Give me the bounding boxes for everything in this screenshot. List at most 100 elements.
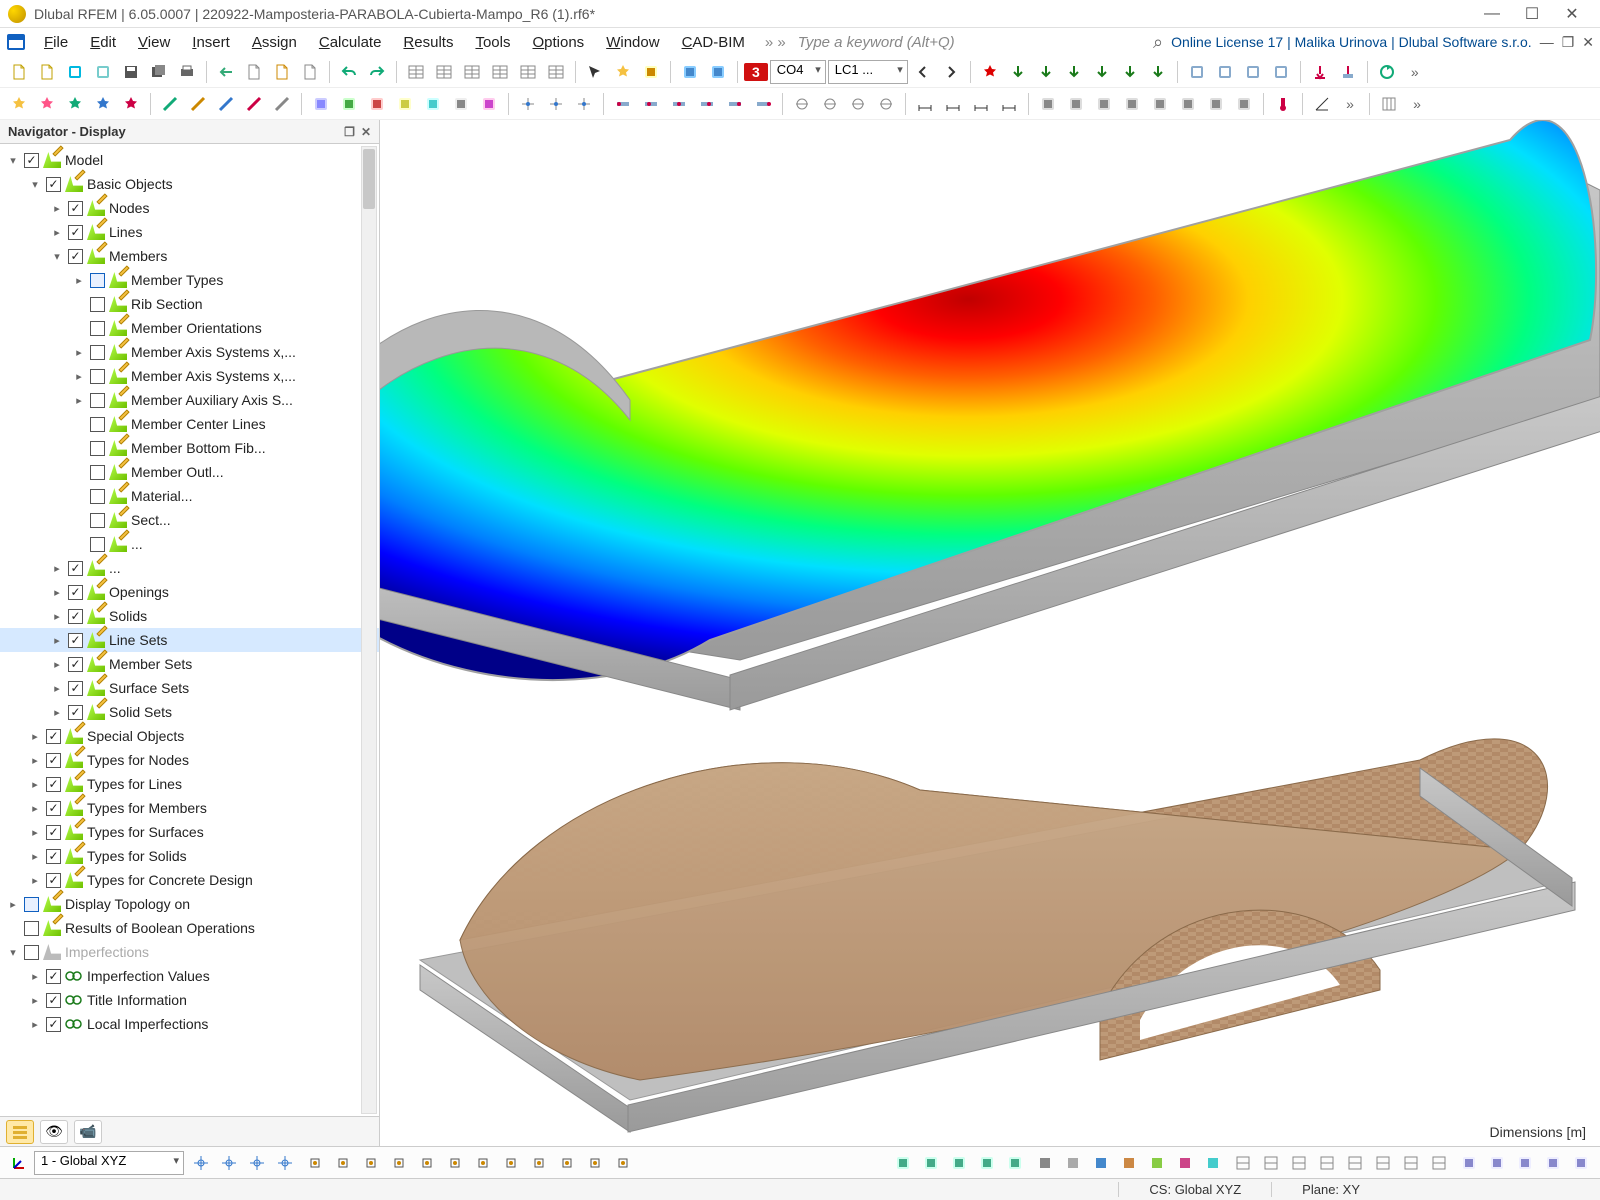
table-btn-0[interactable] [403, 59, 429, 85]
snap-1[interactable] [216, 1150, 242, 1176]
view-4[interactable] [1002, 1150, 1028, 1176]
load-ic-4[interactable] [1117, 59, 1143, 85]
tree-node-nodes[interactable]: ▸Nodes [0, 196, 379, 220]
misc-tool-0[interactable] [1035, 91, 1061, 117]
tree-twisty[interactable]: ▸ [50, 226, 64, 239]
node-tool-4[interactable] [118, 91, 144, 117]
snap-tool-3[interactable] [873, 91, 899, 117]
osnap-11[interactable] [610, 1150, 636, 1176]
tree-checkbox[interactable] [46, 1017, 61, 1032]
osnap-5[interactable] [442, 1150, 468, 1176]
tree-twisty[interactable]: ▾ [28, 178, 42, 191]
grid-tool[interactable] [1376, 91, 1402, 117]
view-2[interactable] [946, 1150, 972, 1176]
tree-twisty[interactable]: ▸ [50, 202, 64, 215]
print-button[interactable] [174, 59, 200, 85]
menu-cad-bim[interactable]: CAD-BIM [672, 32, 755, 53]
member-tool-4[interactable] [269, 91, 295, 117]
snap-tool-0[interactable] [789, 91, 815, 117]
osnap-10[interactable] [582, 1150, 608, 1176]
view1[interactable] [677, 59, 703, 85]
navigator-tree[interactable]: ▾Model▾Basic Objects▸Nodes▸Lines▾Members… [0, 144, 379, 1116]
menu-window[interactable]: Window [596, 32, 669, 53]
tree-checkbox[interactable] [90, 297, 105, 312]
refresh-button[interactable] [1374, 59, 1400, 85]
tree-checkbox[interactable] [24, 897, 39, 912]
tree-twisty[interactable]: ▸ [28, 730, 42, 743]
tree-node-material[interactable]: Material... [0, 484, 379, 508]
edit-tool-3[interactable] [694, 91, 720, 117]
prev-button[interactable] [910, 59, 936, 85]
tree-node-member-sets[interactable]: ▸Member Sets [0, 652, 379, 676]
cycle-button[interactable] [62, 59, 88, 85]
tree-node-member-bottom-fib[interactable]: Member Bottom Fib... [0, 436, 379, 460]
tree-checkbox[interactable] [46, 873, 61, 888]
tree-node-solids[interactable]: ▸Solids [0, 604, 379, 628]
tree-scrollbar-thumb[interactable] [363, 149, 375, 209]
misc-tool-3[interactable] [1119, 91, 1145, 117]
tree-checkbox[interactable] [68, 225, 83, 240]
loadcase-combo[interactable]: LC1 ... [828, 60, 908, 84]
tree-checkbox[interactable] [90, 441, 105, 456]
disp-6[interactable] [1398, 1150, 1424, 1176]
disp-2[interactable] [1286, 1150, 1312, 1176]
tree-node-types-for-lines[interactable]: ▸Types for Lines [0, 772, 379, 796]
disp-5[interactable] [1370, 1150, 1396, 1176]
tree-checkbox[interactable] [90, 537, 105, 552]
tree-checkbox[interactable] [46, 177, 61, 192]
tree-node-rib-section[interactable]: Rib Section [0, 292, 379, 316]
view-0[interactable] [890, 1150, 916, 1176]
model-viewport[interactable]: Dimensions [m] [380, 120, 1600, 1146]
member-tool-0[interactable] [157, 91, 183, 117]
tree-node-imperfections[interactable]: ▾Imperfections [0, 940, 379, 964]
tree-node-results-of-boolean-operations[interactable]: Results of Boolean Operations [0, 916, 379, 940]
tree-twisty[interactable]: ▸ [50, 562, 64, 575]
dim-tool-0[interactable] [912, 91, 938, 117]
clipboard-button[interactable] [297, 59, 323, 85]
snap-2[interactable] [244, 1150, 270, 1176]
tree-checkbox[interactable] [90, 513, 105, 528]
render-6[interactable] [1200, 1150, 1226, 1176]
tree-twisty[interactable]: ▸ [72, 370, 86, 383]
node-tool-0[interactable] [6, 91, 32, 117]
tree-twisty[interactable]: ▸ [28, 802, 42, 815]
menu-results[interactable]: Results [393, 32, 463, 53]
tree-node-member-axis-systems-x[interactable]: ▸Member Axis Systems x,... [0, 364, 379, 388]
member-tool-3[interactable] [241, 91, 267, 117]
menu-insert[interactable]: Insert [182, 32, 240, 53]
table-btn-1[interactable] [431, 59, 457, 85]
tree-node-member-auxiliary-axis-s[interactable]: ▸Member Auxiliary Axis S... [0, 388, 379, 412]
edit-tool-0[interactable] [610, 91, 636, 117]
tree-node-types-for-solids[interactable]: ▸Types for Solids [0, 844, 379, 868]
tree-checkbox[interactable] [46, 969, 61, 984]
save-all-button[interactable] [146, 59, 172, 85]
edit-tool-5[interactable] [750, 91, 776, 117]
tree-checkbox[interactable] [90, 489, 105, 504]
load-ic-5[interactable] [1145, 59, 1171, 85]
new-file[interactable] [6, 59, 32, 85]
tree-checkbox[interactable] [46, 849, 61, 864]
osnap-3[interactable] [386, 1150, 412, 1176]
render-1[interactable] [1060, 1150, 1086, 1176]
grid-ic-0[interactable] [1184, 59, 1210, 85]
misc-tool-1[interactable] [1063, 91, 1089, 117]
del-load[interactable] [977, 59, 1003, 85]
misc-tool-2[interactable] [1091, 91, 1117, 117]
overflow1[interactable]: » [1402, 59, 1428, 85]
load-ic-0[interactable] [1005, 59, 1031, 85]
node-tool-1[interactable] [34, 91, 60, 117]
view-1[interactable] [918, 1150, 944, 1176]
tree-node-types-for-nodes[interactable]: ▸Types for Nodes [0, 748, 379, 772]
coordinate-system-combo[interactable]: 1 - Global XYZ [34, 1151, 184, 1175]
tree-checkbox[interactable] [68, 705, 83, 720]
osnap-8[interactable] [526, 1150, 552, 1176]
extra-1[interactable] [1484, 1150, 1510, 1176]
extra-0[interactable] [1456, 1150, 1482, 1176]
edit-tool-2[interactable] [666, 91, 692, 117]
tree-node-openings[interactable]: ▸Openings [0, 580, 379, 604]
member-tool-2[interactable] [213, 91, 239, 117]
keyword-search-input[interactable]: Type a keyword (Alt+Q) [798, 34, 955, 51]
table-btn-5[interactable] [543, 59, 569, 85]
paste-button[interactable] [269, 59, 295, 85]
tree-checkbox[interactable] [68, 585, 83, 600]
